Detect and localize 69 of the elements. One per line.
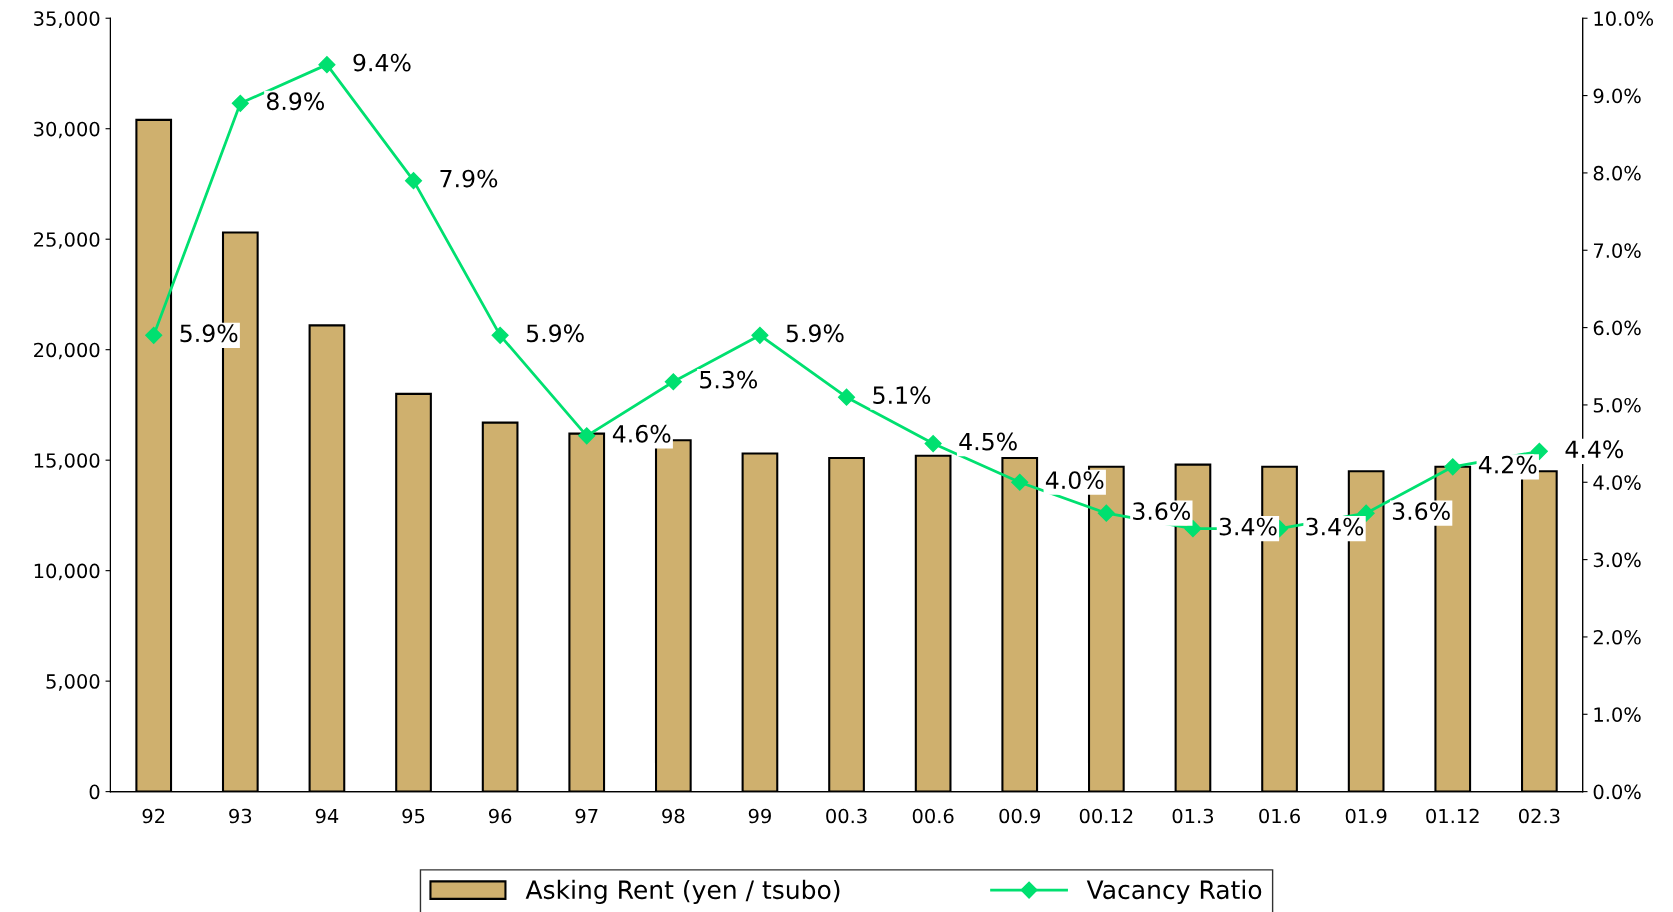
y-tick-label: 15,000 xyxy=(34,453,100,470)
y2-tick-label: 7.0% xyxy=(1593,243,1641,258)
y-tick-label: 20,000 xyxy=(34,342,100,360)
y2-tick-label: 1.0% xyxy=(1594,707,1641,722)
y2-tick-label: 9.0% xyxy=(1593,88,1641,104)
data-label: 3.6% xyxy=(1392,502,1450,521)
y2-tick-label: 6.0% xyxy=(1593,320,1641,336)
data-label: 3.6% xyxy=(1133,502,1191,521)
point xyxy=(1097,504,1115,522)
data-label: 4.0% xyxy=(1045,471,1104,490)
legend-label: Vacancy Ratio xyxy=(1086,879,1262,905)
point xyxy=(231,94,249,112)
point xyxy=(404,172,423,190)
y2-tick-label: 3.0% xyxy=(1593,552,1641,568)
data-label: 5.3% xyxy=(700,370,758,389)
point xyxy=(491,326,509,344)
x-tick-label: 92 xyxy=(142,808,165,824)
point xyxy=(664,373,682,391)
data-label: 9.4% xyxy=(353,53,411,72)
data-label: 3.4% xyxy=(1219,517,1277,536)
y-tick-label: 0 xyxy=(89,784,100,800)
point xyxy=(1011,473,1029,491)
y2-tick-label: 2.0% xyxy=(1593,629,1641,645)
data-label: 7.9% xyxy=(440,169,498,188)
x-tick-label: 98 xyxy=(662,808,685,824)
x-tick-label: 02.3 xyxy=(1518,808,1560,824)
y2-tick-label: 0.0% xyxy=(1593,784,1641,800)
y-tick-label: 5,000 xyxy=(46,674,100,691)
data-label: 5.9% xyxy=(180,324,238,343)
point xyxy=(751,326,769,344)
x-tick-label: 01.12 xyxy=(1426,808,1479,824)
data-label: 4.6% xyxy=(612,424,671,443)
y-tick-label: 25,000 xyxy=(34,232,100,249)
x-tick-label: 00.6 xyxy=(912,808,954,824)
y2-tick-label: 4.0% xyxy=(1593,475,1641,490)
x-tick-label: 99 xyxy=(748,808,771,824)
data-label: 4.2% xyxy=(1478,455,1537,474)
data-label: 5.9% xyxy=(786,324,844,343)
x-tick-label: 93 xyxy=(229,808,252,824)
y2-tick-label: 8.0% xyxy=(1593,165,1641,181)
x-tick-label: 97 xyxy=(575,808,598,824)
data-label: 5.1% xyxy=(873,386,931,405)
x-tick-label: 01.6 xyxy=(1259,808,1300,824)
x-tick-label: 00.12 xyxy=(1079,808,1133,824)
data-label: 3.4% xyxy=(1306,517,1364,536)
point xyxy=(837,388,856,406)
point xyxy=(1444,458,1462,476)
point xyxy=(924,435,942,453)
x-tick-label: 01.9 xyxy=(1345,808,1387,824)
data-label: 4.5% xyxy=(959,432,1017,451)
point xyxy=(145,326,163,344)
x-tick-label: 00.3 xyxy=(826,808,867,824)
y-tick-label: 35,000 xyxy=(34,11,100,28)
point xyxy=(318,56,336,74)
y-tick-label: 30,000 xyxy=(34,121,100,139)
y2-tick-label: 10.0% xyxy=(1594,11,1654,26)
x-tick-label: 00.9 xyxy=(999,808,1041,824)
point xyxy=(1184,520,1202,538)
y2-tick-label: 5.0% xyxy=(1593,397,1641,413)
x-tick-label: 94 xyxy=(315,808,339,824)
data-label: 4.4% xyxy=(1565,440,1624,459)
x-tick-label: 95 xyxy=(402,808,425,824)
data-label: 5.9% xyxy=(526,324,584,343)
x-tick-label: 96 xyxy=(488,808,512,824)
data-label: 8.9% xyxy=(266,92,324,111)
x-tick-label: 01.3 xyxy=(1172,808,1214,824)
y-tick-label: 10,000 xyxy=(34,563,100,581)
point xyxy=(578,427,596,445)
legend-label: Asking Rent (yen / tsubo) xyxy=(525,879,840,905)
